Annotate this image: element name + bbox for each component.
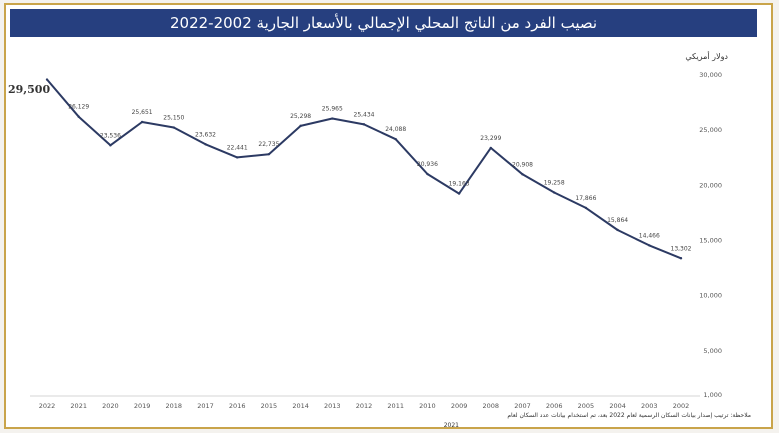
x-tick-label: 2016 xyxy=(229,402,246,410)
y-tick-label: 10,000 xyxy=(699,292,722,300)
data-point xyxy=(109,144,112,147)
data-point xyxy=(457,192,461,195)
y-axis-label: دولار أمريكي xyxy=(685,51,728,61)
y-tick-label: 1,000 xyxy=(703,391,722,399)
x-tick-label: 2002 xyxy=(673,402,690,410)
data-point xyxy=(489,146,492,150)
y-tick-label: 25,000 xyxy=(699,126,722,134)
data-point xyxy=(299,124,302,128)
data-label: 29,500 xyxy=(8,83,50,96)
data-point xyxy=(648,244,651,247)
data-label: 19,258 xyxy=(544,180,565,187)
x-tick-label: 2012 xyxy=(356,402,373,410)
data-point xyxy=(616,228,619,232)
x-tick-label: 2010 xyxy=(419,402,436,410)
x-tick-label: 2019 xyxy=(134,402,151,410)
x-tick-label: 2013 xyxy=(324,402,341,410)
data-point xyxy=(362,123,366,126)
x-tick-label: 2005 xyxy=(578,402,595,410)
x-tick-label: 2008 xyxy=(483,402,500,410)
chart-frame xyxy=(4,3,773,429)
data-label: 25,298 xyxy=(290,113,311,120)
data-point xyxy=(45,78,49,81)
data-label: 22,735 xyxy=(258,141,279,148)
source-note-line1: ملاحظة: ترتيب إصدار بيانات السكان الرسمي… xyxy=(507,412,751,419)
data-point xyxy=(521,173,524,176)
x-tick-label: 2022 xyxy=(39,402,56,410)
data-point xyxy=(426,172,429,176)
data-label: 23,632 xyxy=(195,131,216,138)
series-line xyxy=(46,78,682,260)
data-point xyxy=(553,191,556,194)
data-point xyxy=(394,138,397,141)
data-point xyxy=(584,206,588,210)
y-tick-label: 15,000 xyxy=(699,237,722,245)
y-tick-label: 5,000 xyxy=(703,347,722,355)
data-label: 25,651 xyxy=(132,109,153,116)
data-point xyxy=(331,117,334,120)
x-tick-label: 2017 xyxy=(197,402,214,410)
x-tick-label: 2003 xyxy=(641,402,658,410)
data-label: 13,302 xyxy=(671,245,692,252)
y-tick-label: 20,000 xyxy=(699,181,722,189)
data-point xyxy=(679,257,683,260)
data-label: 25,150 xyxy=(163,115,184,122)
data-label: 17,866 xyxy=(575,195,596,202)
data-point xyxy=(236,156,239,159)
data-label: 23,299 xyxy=(480,135,501,142)
x-tick-label: 2009 xyxy=(451,402,468,410)
data-label: 20,936 xyxy=(417,161,438,168)
source-note-line2: 2021 xyxy=(443,422,459,429)
data-label: 15,864 xyxy=(607,217,628,224)
x-tick-label: 2018 xyxy=(166,402,183,410)
data-point xyxy=(140,120,144,124)
data-label: 26,129 xyxy=(68,104,89,111)
chart-title: نصيب الفرد من الناتج المحلي الإجمالي بال… xyxy=(10,9,757,37)
x-tick-label: 2007 xyxy=(514,402,531,410)
x-tick-label: 2015 xyxy=(261,402,278,410)
x-tick-label: 2006 xyxy=(546,402,563,410)
x-tick-label: 2004 xyxy=(609,402,626,410)
x-tick-label: 2020 xyxy=(102,402,119,410)
x-tick-label: 2021 xyxy=(70,402,87,410)
data-label: 19,163 xyxy=(449,181,470,188)
data-point xyxy=(77,115,80,118)
data-label: 24,088 xyxy=(385,126,406,133)
data-label: 14,466 xyxy=(639,232,660,239)
data-point xyxy=(172,126,175,129)
data-label: 25,434 xyxy=(354,111,375,118)
data-label: 25,965 xyxy=(322,106,343,113)
data-label: 23,536 xyxy=(100,132,121,139)
x-tick-label: 2011 xyxy=(387,402,404,410)
data-point xyxy=(204,143,207,146)
data-point xyxy=(267,152,271,156)
y-tick-label: 30,000 xyxy=(699,71,722,79)
data-label: 22,441 xyxy=(227,144,248,151)
x-tick-label: 2014 xyxy=(292,402,309,410)
data-label: 20,908 xyxy=(512,161,533,168)
